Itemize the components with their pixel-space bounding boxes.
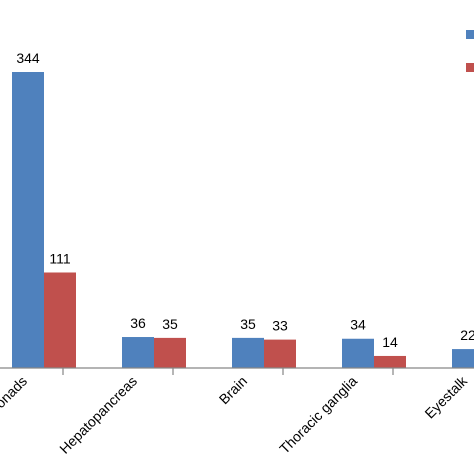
value-label: 22 [460,327,474,343]
value-labels-layer: 344 111 36 35 35 33 34 14 22 [16,50,474,350]
value-label: 35 [162,316,178,332]
bar-brain-s2 [264,339,296,368]
bar-gonads-s2 [44,272,76,368]
category-label: Brain [216,373,250,407]
x-axis-ticks [62,368,394,375]
value-label: 111 [49,250,70,266]
value-label: 14 [382,334,398,350]
legend [466,30,474,72]
bar-thoracic-ganglia-s1 [342,338,374,368]
bar-hepatopancreas-s2 [154,337,186,368]
value-label: 33 [272,318,288,334]
bar-brain-s1 [232,337,264,368]
category-label: Gonads [0,373,30,419]
bars-layer [12,72,474,368]
category-label: Hepatopancreas [56,373,140,457]
value-label: 35 [240,316,256,332]
legend-swatch-s2 [466,63,474,72]
value-label: 344 [16,50,40,66]
bar-hepatopancreas-s1 [122,337,154,368]
legend-swatch-s1 [466,30,474,39]
bar-gonads-s1 [12,72,44,368]
bar-thoracic-ganglia-s2 [374,355,406,368]
category-label: Eyestalk [421,372,470,421]
category-label: Thoracic ganglia [276,373,360,457]
bar-eyestalk-s1 [452,349,474,368]
category-labels-layer: Gonads Hepatopancreas Brain Thoracic gangli… [0,372,471,457]
value-label: 34 [350,317,366,333]
value-label: 36 [130,315,146,331]
